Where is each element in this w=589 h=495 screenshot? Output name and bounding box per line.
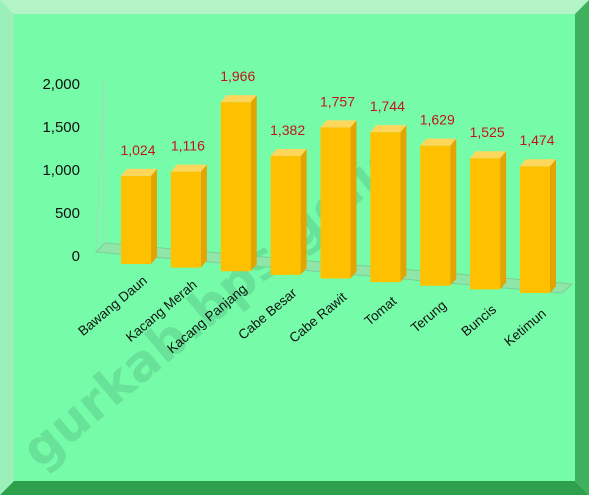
- data-label: 1,525: [470, 124, 505, 140]
- bar-side: [350, 120, 357, 279]
- bar-side: [400, 125, 407, 283]
- bar-face: [320, 127, 351, 279]
- data-label: 1,757: [320, 93, 355, 109]
- bar: [370, 125, 407, 283]
- bar-top: [121, 168, 157, 176]
- bar-side: [300, 149, 307, 275]
- data-label: 1,629: [420, 112, 455, 128]
- bar-top: [270, 149, 307, 157]
- bar-face: [520, 166, 550, 293]
- bar-face: [170, 171, 201, 268]
- bar-face: [270, 156, 301, 275]
- bar-series: [121, 95, 556, 293]
- bar-face: [470, 158, 501, 290]
- bar: [470, 151, 507, 290]
- panel-bevel-right: [575, 0, 589, 495]
- data-label: 1,744: [370, 98, 405, 114]
- y-tick-label: 500: [55, 205, 80, 222]
- bar-face: [420, 145, 451, 286]
- bar-side: [500, 151, 507, 290]
- y-tick-label: 2,000: [42, 76, 80, 93]
- data-labels: 1,024 1,116 1,966 1,382 1,757 1,744 1,629 1,525…: [120, 68, 554, 158]
- bar-side: [200, 164, 207, 268]
- bar-face: [220, 102, 251, 272]
- bar-top: [420, 138, 457, 146]
- bar: [270, 149, 307, 275]
- bar-top: [370, 125, 407, 133]
- bar-top: [470, 151, 507, 159]
- bar-side: [450, 138, 457, 286]
- bar: [520, 159, 556, 293]
- y-tick-label: 0: [72, 248, 80, 265]
- bar: [121, 168, 157, 264]
- bar: [320, 120, 357, 279]
- data-label: 1,474: [519, 132, 554, 148]
- bar: [170, 164, 207, 268]
- panel-bevel-top: [0, 0, 589, 14]
- y-tick-label: 1,000: [42, 162, 80, 179]
- panel-bevel-bottom: [0, 481, 589, 495]
- data-label: 1,382: [270, 122, 305, 138]
- bar: [220, 95, 257, 272]
- bar-side: [250, 95, 257, 272]
- bar: [420, 138, 457, 286]
- data-label: 1,966: [220, 68, 255, 84]
- data-label: 1,024: [120, 142, 155, 158]
- panel-bevel-left: [0, 0, 14, 495]
- bar-side: [550, 159, 556, 293]
- bar-top: [170, 164, 207, 172]
- y-tick-label: 1,500: [42, 119, 80, 136]
- bar-face: [370, 132, 401, 283]
- bar-top: [520, 159, 556, 167]
- bar-top: [320, 120, 357, 128]
- data-label: 1,116: [171, 138, 205, 154]
- y-axis: 0 500 1,000 1,500 2,000: [42, 76, 80, 265]
- bar-side: [151, 168, 157, 264]
- bar-face: [121, 175, 151, 264]
- bar-top: [220, 95, 257, 103]
